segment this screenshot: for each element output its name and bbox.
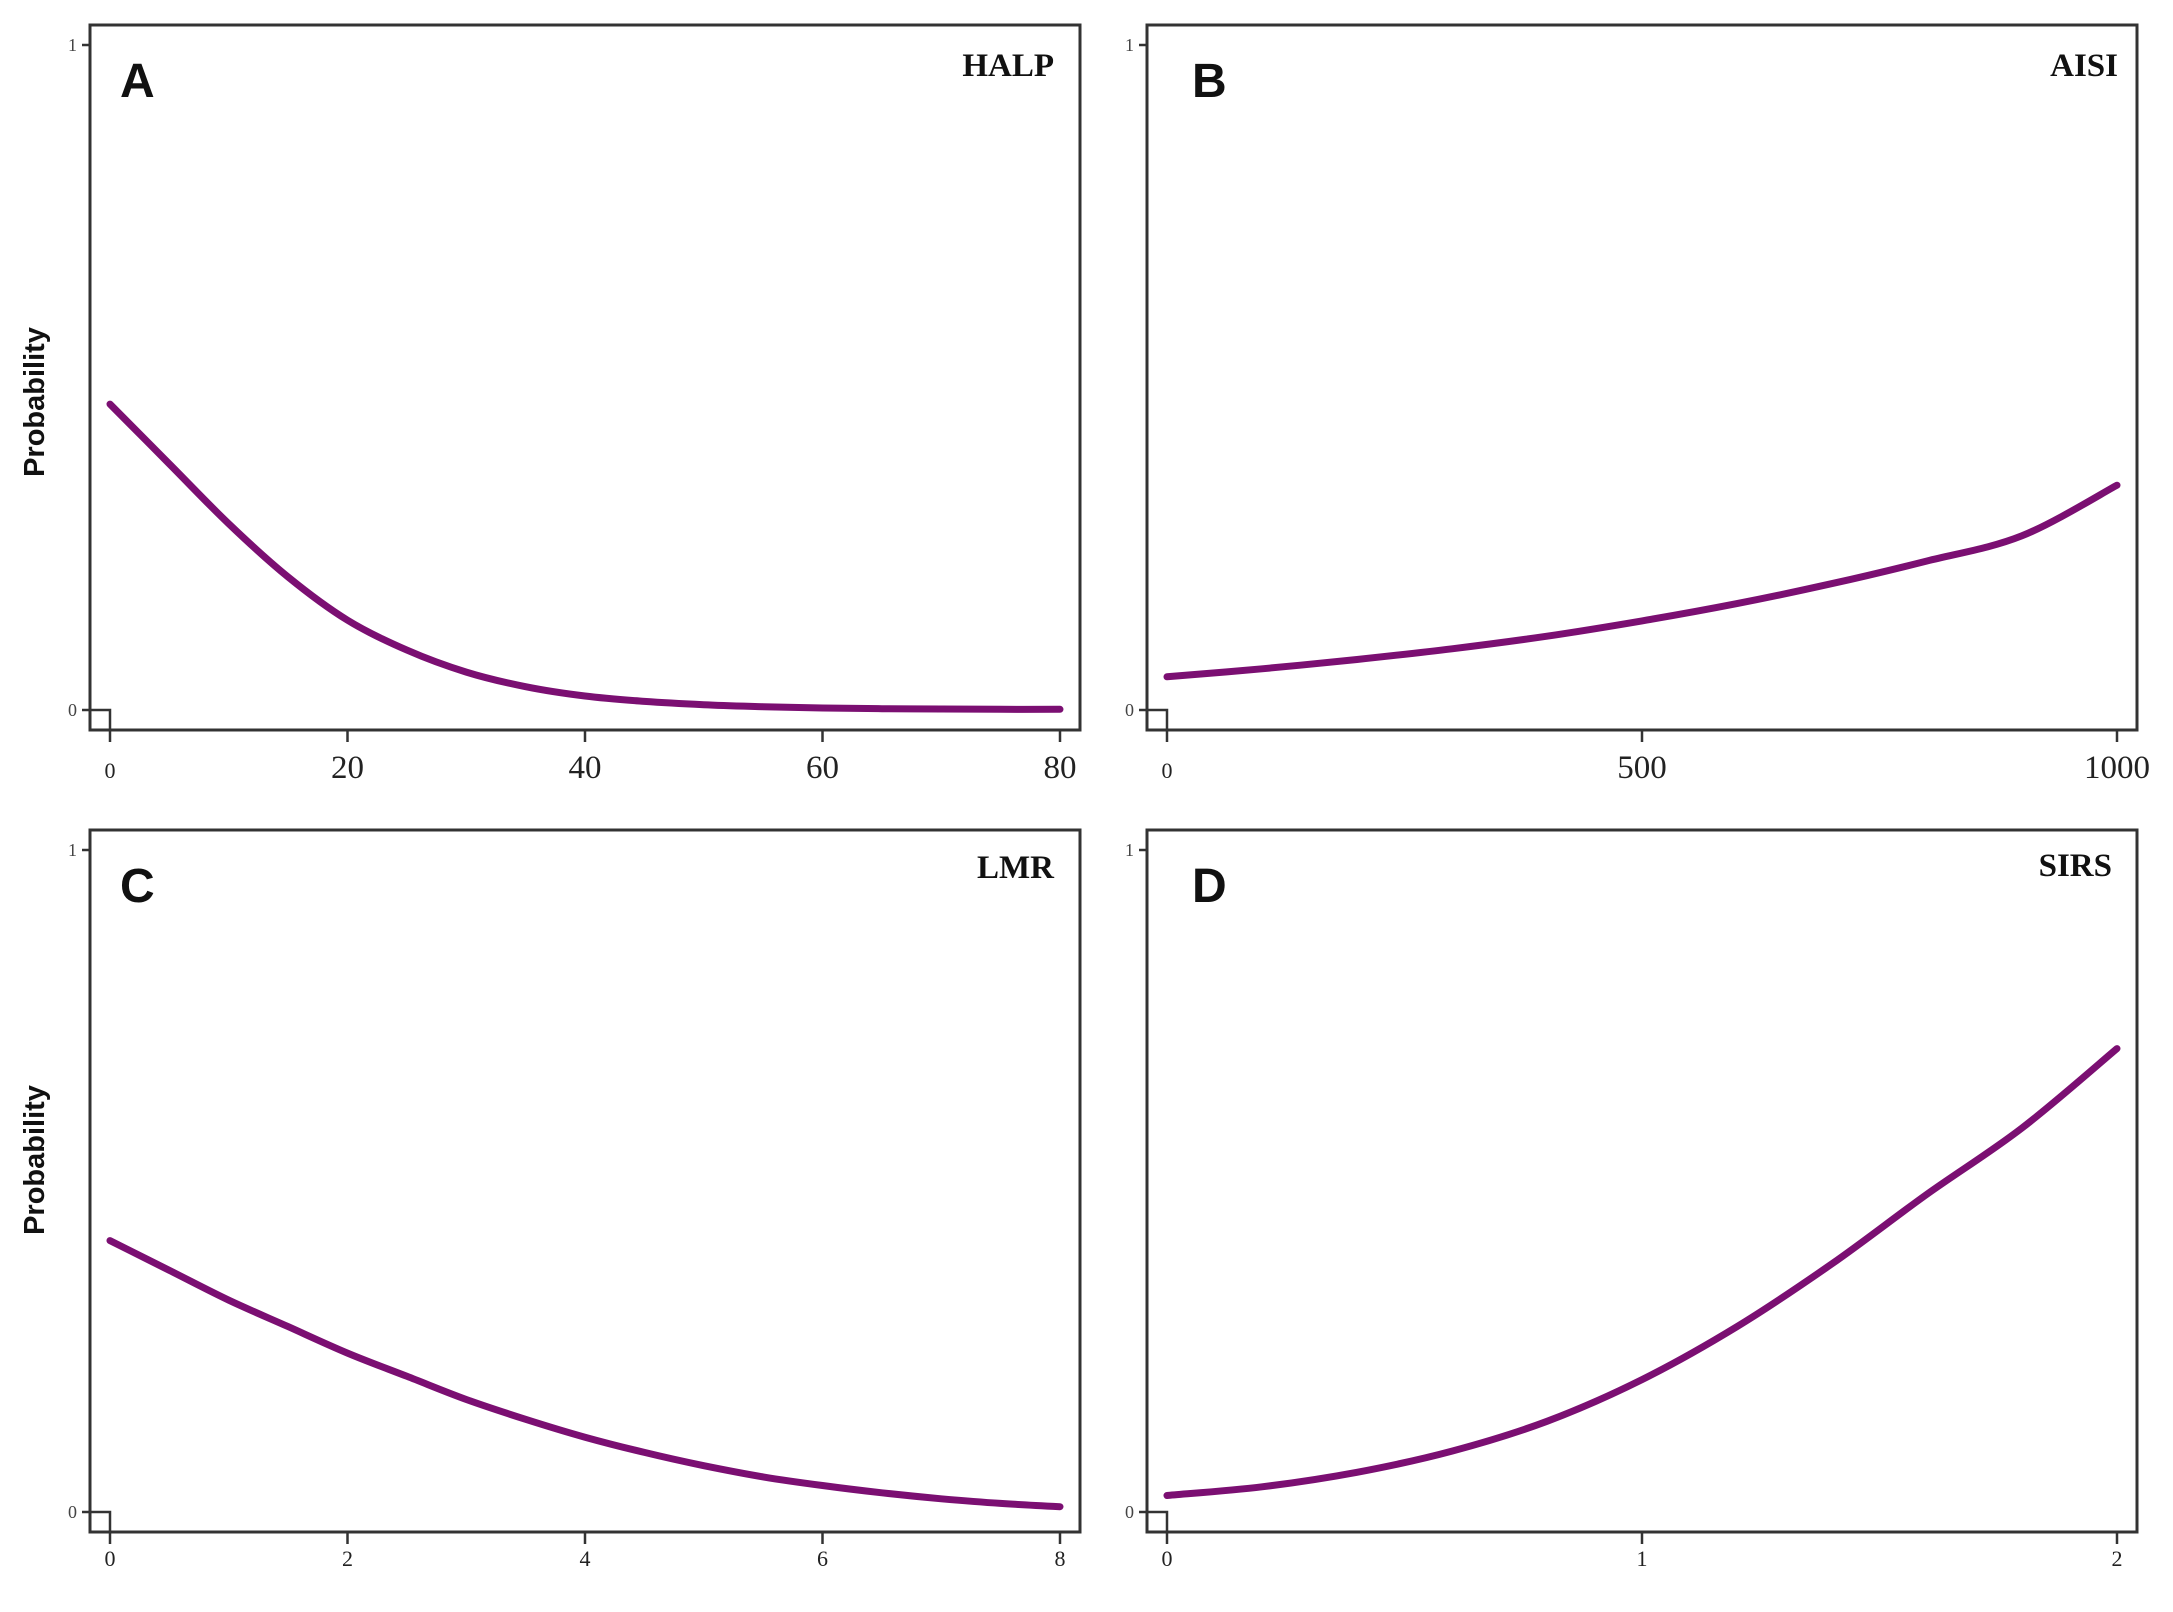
x-tick-label: 2 bbox=[342, 1546, 353, 1571]
panel-b: 0 500 1000 0 1 B AISI bbox=[1125, 23, 2150, 786]
x-tick-label: 2 bbox=[2112, 1546, 2123, 1571]
x-tick-label: 4 bbox=[580, 1546, 591, 1571]
origin-bracket bbox=[90, 708, 112, 730]
series-line bbox=[106, 1237, 1064, 1511]
plot-frame bbox=[88, 23, 1082, 732]
x-tick-label: 60 bbox=[806, 750, 839, 786]
y-tick-label: 1 bbox=[1125, 35, 1134, 55]
x-tick-label: 20 bbox=[331, 750, 364, 786]
y-axis-label: Probability bbox=[19, 1085, 51, 1235]
x-tick-label: 6 bbox=[817, 1546, 828, 1571]
x-tick-label: 8 bbox=[1055, 1546, 1066, 1571]
series-line bbox=[106, 400, 1064, 713]
panel-title: HALP bbox=[962, 48, 1054, 84]
plot-frame bbox=[88, 828, 1082, 1534]
x-tick-label: 0 bbox=[1162, 758, 1173, 783]
y-tick-label: 0 bbox=[1125, 700, 1134, 720]
x-tick-label: 0 bbox=[105, 758, 116, 783]
x-tick-label: 500 bbox=[1617, 750, 1667, 786]
y-tick-label: 1 bbox=[68, 35, 77, 55]
origin-bracket bbox=[1147, 1510, 1169, 1532]
y-axis-label: Probability bbox=[19, 327, 51, 477]
series-line bbox=[1163, 1045, 2121, 1499]
x-tick-label: 0 bbox=[1162, 1546, 1173, 1571]
y-tick-label: 0 bbox=[68, 1502, 77, 1522]
panel-c: 0 2 4 6 8 0 1 C LMR Probability bbox=[19, 828, 1082, 1571]
y-tick-label: 1 bbox=[1125, 840, 1134, 860]
y-tick-label: 1 bbox=[68, 840, 77, 860]
x-tick-label: 0 bbox=[105, 1546, 116, 1571]
panel-letter: A bbox=[120, 55, 155, 108]
x-tick-label: 80 bbox=[1044, 750, 1077, 786]
y-tick-label: 0 bbox=[1125, 1502, 1134, 1522]
panel-a: 0 20 40 60 80 0 1 A HALP Probability bbox=[19, 23, 1082, 786]
panel-title: AISI bbox=[2050, 48, 2118, 84]
x-tick-label: 40 bbox=[569, 750, 602, 786]
origin-bracket bbox=[1147, 708, 1169, 730]
plot-frame bbox=[1145, 828, 2139, 1534]
panel-title: LMR bbox=[977, 850, 1055, 886]
origin-bracket bbox=[90, 1510, 112, 1532]
panel-title: SIRS bbox=[2039, 848, 2112, 884]
series-line bbox=[1163, 481, 2121, 681]
x-tick-label: 1 bbox=[1637, 1546, 1648, 1571]
y-tick-label: 0 bbox=[68, 700, 77, 720]
x-tick-label: 1000 bbox=[2084, 750, 2150, 786]
panel-letter: D bbox=[1192, 860, 1227, 913]
panel-letter: B bbox=[1192, 55, 1227, 108]
panel-d: 0 1 2 0 1 D SIRS bbox=[1125, 828, 2139, 1571]
panel-letter: C bbox=[120, 860, 155, 913]
